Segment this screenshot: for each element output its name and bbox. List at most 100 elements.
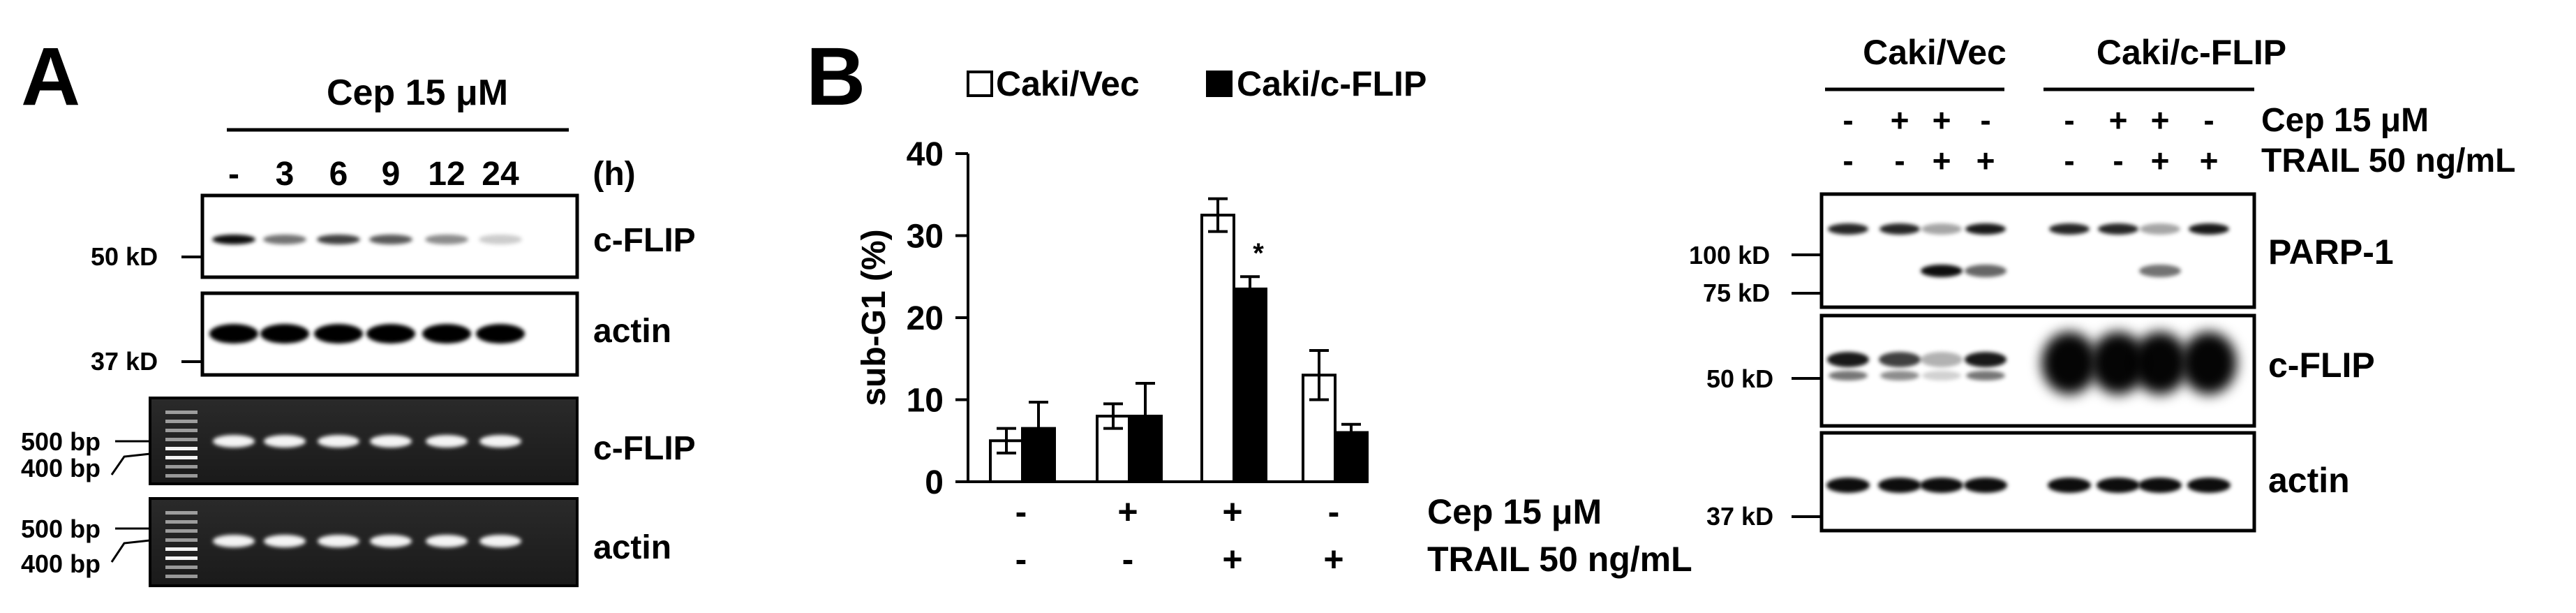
band <box>1965 352 2007 367</box>
time-point-label: - <box>228 156 239 193</box>
y-tick-label: 20 <box>907 300 944 337</box>
western-blot-parp1 <box>1819 192 2256 309</box>
y-tick-label: 0 <box>925 464 944 501</box>
band <box>1879 223 1920 235</box>
ladder-band <box>165 529 198 533</box>
band <box>1879 352 1921 367</box>
marker-tick <box>110 452 151 475</box>
condition-sign: - <box>1842 142 1853 179</box>
band <box>1965 223 2006 235</box>
panel-a: A Cep 15 μM -3 6 9 12 24 (h) c-FLIP 50 kD ac… <box>21 31 696 587</box>
band <box>479 435 521 448</box>
condition-sign: - <box>1894 142 1905 179</box>
ladder-band <box>165 566 198 569</box>
band <box>2138 478 2182 493</box>
ladder-band <box>165 438 198 441</box>
band <box>209 324 258 344</box>
gel-actin-label: actin <box>593 529 671 566</box>
band <box>1965 265 2007 277</box>
band <box>2139 265 2181 277</box>
actin-marker-37: 37 kD <box>1706 502 1773 531</box>
band <box>212 235 255 244</box>
band <box>2187 478 2231 493</box>
y-tick-label: 30 <box>907 219 944 256</box>
gel-cflip-label: c-FLIP <box>593 430 696 467</box>
band <box>426 435 468 448</box>
band <box>260 324 309 344</box>
condition-sign: + <box>2200 142 2219 179</box>
band <box>2090 332 2146 394</box>
chart-bars <box>989 197 1369 483</box>
band <box>263 235 306 244</box>
condition-sign: - <box>1122 540 1134 579</box>
band <box>1827 352 1869 367</box>
y-tick-label: 40 <box>907 136 944 173</box>
ladder-band <box>165 429 198 432</box>
condition-label: Cep 15 μM <box>2261 102 2429 139</box>
time-unit-label: (h) <box>593 156 635 193</box>
condition-sign: + <box>2151 142 2170 179</box>
gel-actin-marker-500: 500 bp <box>21 515 100 543</box>
band <box>2048 478 2091 493</box>
actin-bands-c <box>1826 478 2231 493</box>
condition-sign: + <box>1976 142 1995 179</box>
band <box>1964 478 2007 493</box>
band <box>213 535 255 547</box>
panel-c-condition-table: - + + - - + + - Cep 15 μM- - + + - - + + TRAIL 50 ng/mL <box>1842 102 2515 179</box>
condition-sign: + <box>1222 492 1242 531</box>
ladder-band <box>165 520 198 524</box>
condition-sign: + <box>1933 102 1951 138</box>
group-label-cflip: Caki/c-FLIP <box>2097 33 2286 72</box>
band <box>1878 478 1921 493</box>
band <box>2140 223 2180 235</box>
band <box>2132 332 2188 394</box>
ladder-band <box>165 465 198 468</box>
time-point-label: 24 <box>482 156 519 193</box>
band <box>426 535 468 547</box>
condition-sign: - <box>2064 102 2074 138</box>
legend-swatch-vec <box>967 71 993 97</box>
time-point-label: 9 <box>382 156 401 193</box>
band <box>1829 371 1868 381</box>
time-point-label: 12 <box>428 156 465 193</box>
panel-a-treatment-label: Cep 15 μM <box>327 73 508 113</box>
condition-sign: + <box>1323 540 1343 579</box>
panel-c: Caki/Vec Caki/c-FLIP - + + - - + + - Cep 15 μM- -… <box>1689 33 2515 533</box>
condition-sign: + <box>1222 540 1242 579</box>
ladder-band <box>165 447 198 450</box>
y-tick-label: 10 <box>907 383 944 420</box>
ladder-band <box>165 547 198 551</box>
significance-asterisk: * <box>1253 238 1264 269</box>
ladder-band <box>165 575 198 578</box>
parp1-label: PARP-1 <box>2268 232 2394 272</box>
gel-actin-marker-400: 400 bp <box>21 549 100 578</box>
band <box>370 435 412 448</box>
band <box>2098 223 2138 235</box>
gel-cflip-bands <box>165 411 521 478</box>
band <box>264 435 306 448</box>
ladder-band <box>165 538 198 542</box>
actin-label-c: actin <box>2268 461 2350 500</box>
band <box>422 324 471 344</box>
band <box>1826 478 1870 493</box>
group-label-vec: Caki/Vec <box>1863 33 2007 72</box>
chart-axes: 0 10 20 30 40 <box>907 136 1326 501</box>
band <box>2049 223 2090 235</box>
cflip-label-c: c-FLIP <box>2268 346 2375 385</box>
condition-sign: + <box>1891 102 1909 138</box>
condition-sign: + <box>1933 142 1951 179</box>
parp1-marker-75: 75 kD <box>1703 279 1770 307</box>
ladder-band <box>165 456 198 459</box>
bar-vec <box>1200 214 1235 483</box>
band <box>1921 265 1963 277</box>
band <box>318 435 359 448</box>
condition-sign: - <box>1980 102 1990 138</box>
cflip-marker-50: 50 kD <box>1706 364 1773 393</box>
band <box>2097 478 2140 493</box>
panel-a-letter: A <box>21 31 80 123</box>
legend-label-vec: Caki/Vec <box>996 64 1140 103</box>
band <box>1880 371 1919 381</box>
panel-b: B Caki/Vec Caki/c-FLIP sub-G1 (%) 0 10 20 3… <box>806 31 1692 579</box>
condition-sign: - <box>2064 142 2074 179</box>
